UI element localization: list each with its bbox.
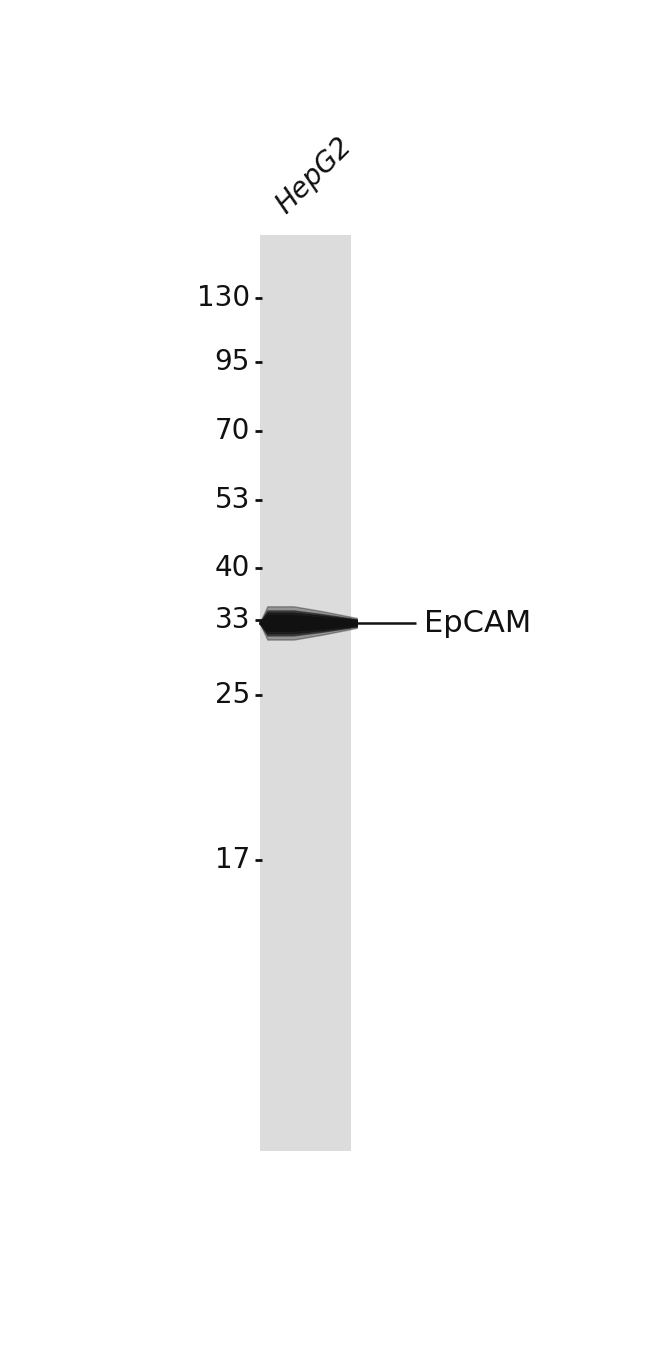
Text: 25: 25 xyxy=(214,681,250,710)
Text: HepG2: HepG2 xyxy=(270,132,358,219)
Polygon shape xyxy=(260,612,358,634)
Polygon shape xyxy=(260,615,358,631)
Text: 70: 70 xyxy=(214,416,250,445)
Text: 53: 53 xyxy=(214,485,250,514)
Text: 17: 17 xyxy=(214,846,250,873)
Text: 95: 95 xyxy=(214,347,250,376)
Polygon shape xyxy=(260,618,358,629)
Text: 33: 33 xyxy=(214,606,250,634)
Text: 130: 130 xyxy=(197,284,250,311)
Text: 40: 40 xyxy=(214,554,250,583)
Text: EpCAM: EpCAM xyxy=(424,608,531,638)
Bar xyxy=(260,235,351,1152)
Polygon shape xyxy=(260,611,358,635)
Polygon shape xyxy=(260,607,358,639)
